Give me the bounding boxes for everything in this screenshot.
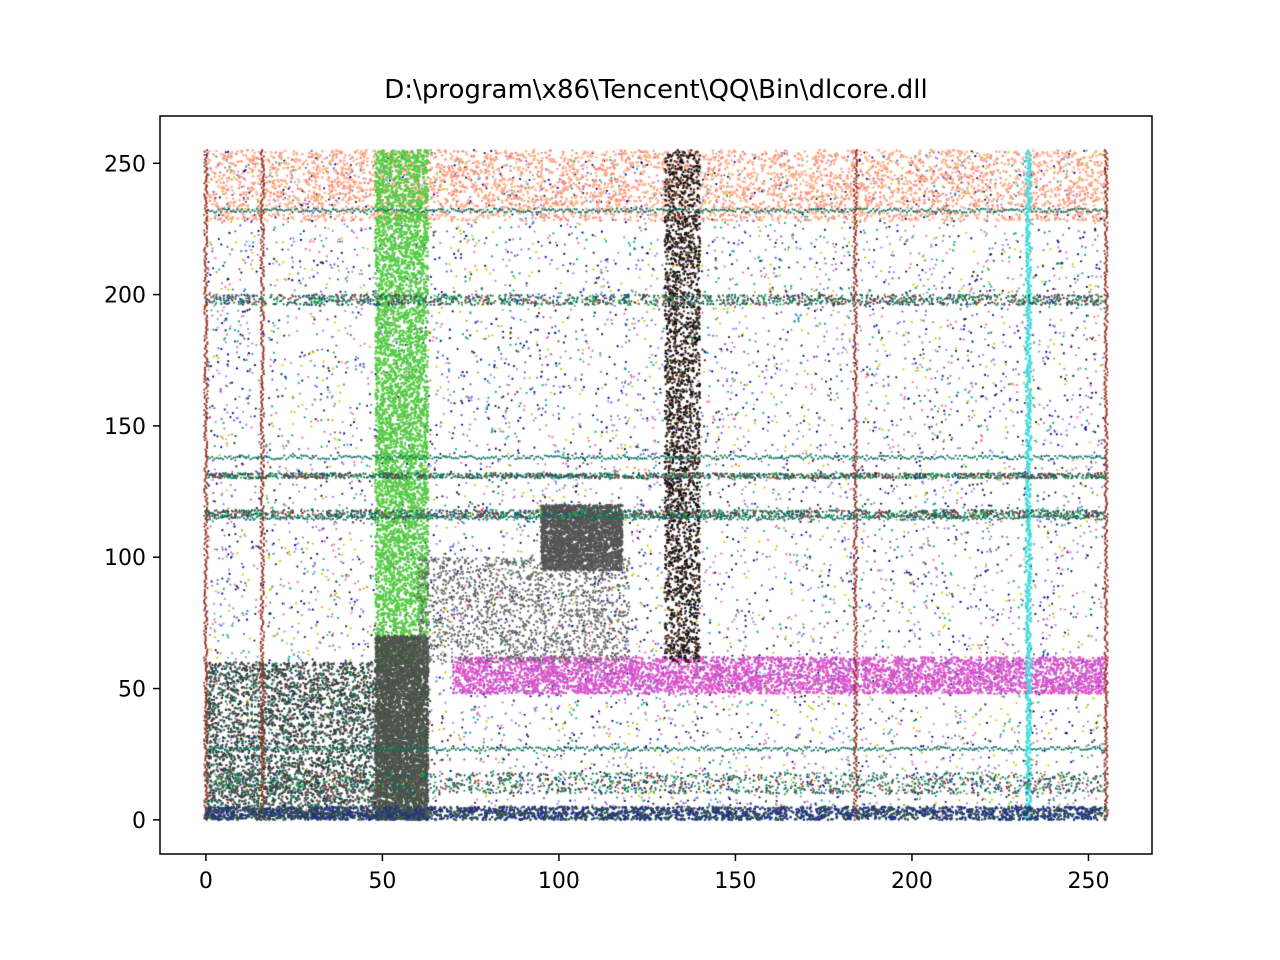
x-tick-label: 250 [1067, 869, 1109, 894]
y-tick-label: 50 [118, 678, 146, 703]
x-tick-label: 50 [368, 869, 396, 894]
y-tick-label: 150 [104, 415, 146, 440]
y-axis: 0 50 100 150 200 250 [104, 152, 160, 834]
y-tick-label: 200 [104, 284, 146, 309]
x-axis: 0 50 100 150 200 250 [199, 854, 1109, 894]
chart-title: D:\program\x86\Tencent\QQ\Bin\dlcore.dll [384, 75, 927, 105]
y-tick-label: 100 [104, 546, 146, 571]
y-tick-label: 0 [132, 809, 146, 834]
x-tick-label: 100 [538, 869, 580, 894]
x-tick-label: 0 [199, 869, 213, 894]
x-tick-label: 200 [891, 869, 933, 894]
y-tick-label: 250 [104, 152, 146, 177]
x-tick-label: 150 [714, 869, 756, 894]
scatter-plot-area [160, 116, 1152, 854]
